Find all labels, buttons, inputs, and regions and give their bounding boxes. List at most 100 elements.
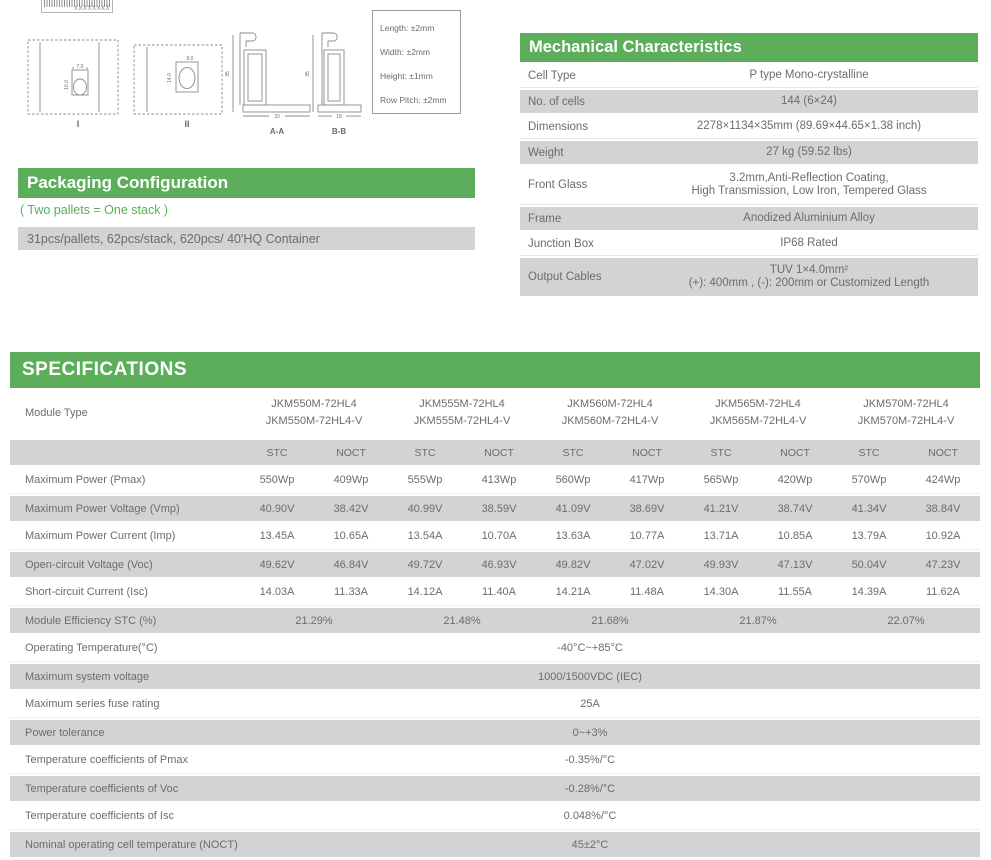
mech-value-line: P type Mono-crystalline — [749, 68, 869, 81]
module-name: JKM550M-72HL4 — [271, 398, 357, 410]
spec-value: 13.71A — [684, 522, 758, 550]
spec-value: 417Wp — [610, 466, 684, 494]
spec-common-value: -0.35%/°C — [240, 746, 980, 774]
mech-row-label: No. of cells — [528, 95, 585, 108]
mech-value-line: TUV 1×4.0mm² — [769, 263, 849, 276]
spec-value: 11.33A — [314, 578, 388, 606]
spec-value: 46.84V — [314, 550, 388, 578]
module-name-cell: JKM555M-72HL4 JKM555M-72HL4-V — [388, 388, 536, 438]
mech-row: Weight 27 kg (59.52 lbs) — [520, 141, 978, 164]
spec-value: 13.79A — [832, 522, 906, 550]
mech-row-value: Anodized Aluminium Alloy — [640, 212, 978, 226]
mech-row: Junction Box IP68 Rated — [520, 232, 978, 256]
spec-value: 38.42V — [314, 494, 388, 522]
dim-view1-height: 10.0 — [64, 80, 70, 90]
spec-value: 38.74V — [758, 494, 832, 522]
spec-value: 10.70A — [462, 522, 536, 550]
dim-view2-width: 9.0 — [187, 56, 194, 62]
profile-aa-flange — [242, 104, 311, 113]
dim-bb-height: 35 — [305, 71, 311, 77]
spec-common-value: -40°C~+85°C — [240, 634, 980, 662]
spec-value: 11.62A — [906, 578, 980, 606]
section-aa-label: A-A — [270, 127, 284, 136]
dim-aa-width: 33 — [274, 114, 280, 120]
spec-row-label: Maximum system voltage — [10, 662, 240, 690]
barcode-bars — [44, 0, 110, 7]
tolerance-length: Length: ±2mm — [380, 23, 435, 33]
mech-row-value: 2278×1134×35mm (89.69×44.65×1.38 inch) — [640, 120, 978, 134]
module-name: JKM565M-72HL4 — [715, 398, 801, 410]
mech-value-line: 3.2mm,Anti-Reflection Coating, — [729, 171, 889, 184]
mech-row-label: Front Glass — [528, 179, 588, 191]
module-name-cell: JKM565M-72HL4 JKM565M-72HL4-V — [684, 388, 832, 438]
module-name: JKM560M-72HL4 — [567, 398, 653, 410]
spec-common-row: Temperature coefficients of Isc 0.048%/°C — [10, 802, 980, 830]
col-header-stc: STC — [832, 438, 906, 466]
specifications-table: Module Type JKM550M-72HL4 JKM550M-72HL4-V J… — [10, 388, 980, 858]
spec-common-value: -0.28%/°C — [240, 774, 980, 802]
mech-row-value: IP68 Rated — [640, 237, 978, 251]
module-name: JKM570M-72HL4 — [863, 398, 949, 410]
spec-value: 49.62V — [240, 550, 314, 578]
spec-common-value: 0~+3% — [240, 718, 980, 746]
profile-aa-hook — [239, 32, 257, 105]
efficiency-value: 21.29% — [240, 606, 388, 634]
col-header-stc: STC — [388, 438, 462, 466]
packaging-note: ( Two pallets = One stack ) — [20, 203, 169, 217]
efficiency-value: 21.68% — [536, 606, 684, 634]
drawing-view1-outline — [27, 39, 119, 115]
spec-common-row: Maximum series fuse rating 25A — [10, 690, 980, 718]
spec-value: 38.59V — [462, 494, 536, 522]
spec-common-row: Nominal operating cell temperature (NOCT… — [10, 830, 980, 858]
module-name-v: JKM570M-72HL4-V — [857, 415, 955, 427]
col-header-noct: NOCT — [462, 438, 536, 466]
mounting-slot-view2 — [178, 67, 196, 89]
spec-common-row: Temperature coefficients of Voc -0.28%/°C — [10, 774, 980, 802]
view1-label: I — [77, 119, 80, 129]
spec-value: 14.21A — [536, 578, 610, 606]
mech-row: Cell Type P type Mono-crystalline — [520, 64, 978, 88]
mech-row-label: Output Cables — [528, 271, 602, 283]
mech-value-line: High Transmission, Low Iron, Tempered Gl… — [691, 185, 927, 197]
spec-row-label: Module Efficiency STC (%) — [10, 606, 240, 634]
frame-profile-drawings: 7.0 10.0 9.0 14.0 35 33 35 18 I II A-A B… — [27, 32, 362, 136]
mech-row-label: Weight — [528, 146, 564, 159]
spec-row-label: Temperature coefficients of Pmax — [10, 746, 240, 774]
spec-value: 11.48A — [610, 578, 684, 606]
spec-value: 11.40A — [462, 578, 536, 606]
spec-value: 11.55A — [758, 578, 832, 606]
spec-common-row: Temperature coefficients of Pmax -0.35%/°… — [10, 746, 980, 774]
spec-common-value: 0.048%/°C — [240, 802, 980, 830]
mounting-slot-view1 — [73, 78, 87, 96]
spec-value: 560Wp — [536, 466, 610, 494]
spec-row-label: Maximum series fuse rating — [10, 690, 240, 718]
spec-row-label: Temperature coefficients of Voc — [10, 774, 240, 802]
spec-row-label: Power tolerance — [10, 718, 240, 746]
spec-common-row: Operating Temperature(°C) -40°C~+85°C — [10, 634, 980, 662]
mech-row-label: Junction Box — [528, 237, 594, 250]
mech-value-line: IP68 Rated — [780, 236, 838, 249]
spec-value: 46.93V — [462, 550, 536, 578]
spec-value: 10.85A — [758, 522, 832, 550]
mech-row-label: Cell Type — [528, 69, 576, 82]
spec-electrical-row: Maximum Power (Pmax) 550Wp 409Wp 555Wp 413Wp… — [10, 466, 980, 494]
module-name-v: JKM555M-72HL4-V — [413, 415, 511, 427]
spec-value: 47.23V — [906, 550, 980, 578]
spec-value: 409Wp — [314, 466, 388, 494]
drawing-view2-outline — [133, 44, 223, 115]
mech-row: Front Glass 3.2mm,Anti-Reflection Coating… — [520, 166, 978, 205]
tolerance-width: Width: ±2mm — [380, 47, 431, 57]
mech-row-value: P type Mono-crystalline — [640, 69, 978, 83]
spec-row-label: Maximum Power Voltage (Vmp) — [10, 494, 240, 522]
spec-electrical-row: Maximum Power Voltage (Vmp) 40.90V 38.42V 4… — [10, 494, 980, 522]
spec-common-row: Maximum system voltage 1000/1500VDC (IEC) — [10, 662, 980, 690]
spec-value: 47.13V — [758, 550, 832, 578]
spec-value: 555Wp — [388, 466, 462, 494]
spec-common-row: Power tolerance 0~+3% — [10, 718, 980, 746]
spec-value: 10.92A — [906, 522, 980, 550]
packaging-section-title: Packaging Configuration — [18, 168, 475, 198]
spec-electrical-row: Open-circuit Voltage (Voc) 49.62V 46.84V 49… — [10, 550, 980, 578]
spec-value: 49.82V — [536, 550, 610, 578]
spec-row-label: Open-circuit Voltage (Voc) — [10, 550, 240, 578]
